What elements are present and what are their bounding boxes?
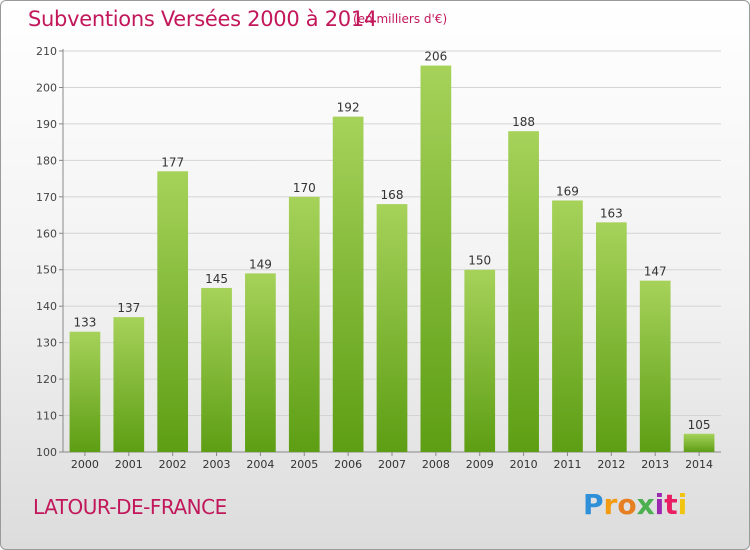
bar [201,287,232,452]
commune-name: LATOUR-DE-FRANCE [33,495,227,519]
logo-letter: r [603,488,618,521]
bar-value-label: 105 [688,418,711,432]
chart-title: Subventions Versées 2000 à 2014 [28,7,377,31]
x-tick-label: 2011 [553,458,581,471]
y-tick-label: 200 [36,81,57,94]
bar [683,433,715,452]
logo-letter: i [654,488,665,521]
bar-layer [69,65,715,453]
bar-value-label: 192 [337,101,360,115]
bar [420,65,452,452]
y-tick-label: 140 [36,300,57,313]
x-tick-label: 2008 [422,458,450,471]
bar [157,171,189,453]
bar-value-label: 147 [644,265,667,279]
y-tick-label: 150 [36,264,57,277]
y-tick-label: 180 [36,154,57,167]
bar-value-label: 188 [512,115,535,129]
bar-value-label: 206 [424,50,447,64]
bar-value-label: 169 [556,184,579,198]
y-tick-label: 160 [36,227,57,240]
bar [508,131,539,452]
y-tick-label: 110 [36,410,57,423]
bar-value-label: 149 [249,257,272,271]
bar [245,273,276,452]
x-tick-label: 2001 [115,458,143,471]
x-tick-label: 2006 [334,458,362,471]
y-tick-label: 170 [36,191,57,204]
y-tick-label: 100 [36,446,57,459]
bar-value-label: 150 [468,254,491,268]
y-tick-label: 130 [36,337,57,350]
logo-letter: i [677,488,688,521]
bar-value-label: 145 [205,272,228,286]
x-tick-label: 2010 [510,458,538,471]
bar [464,269,496,452]
logo-letter: o [617,488,637,521]
x-tick-label: 2014 [685,458,713,471]
bar-value-label: 137 [117,301,140,315]
bar [376,204,408,452]
x-tick-label: 2012 [597,458,625,471]
x-tick-label: 2013 [641,458,669,471]
label-layer: 133 137 177 145 149 170 192 168 206 150 188 169 163 1… [73,50,710,432]
logo-letter: P [583,488,604,521]
bar-value-label: 170 [293,181,316,195]
logo-letter: x [636,488,655,521]
x-tick-label: 2005 [290,458,318,471]
x-tick-label: 2004 [246,458,274,471]
bar-value-label: 163 [600,206,623,220]
bar [332,116,364,453]
x-tick-label: 2000 [71,458,99,471]
y-tick-label: 210 [36,45,57,58]
x-tick-label: 2009 [466,458,494,471]
y-tick-label: 190 [36,118,57,131]
bar [552,200,583,452]
bar [639,280,671,452]
proxiti-logo: Proxiti [583,488,687,521]
chart-unit: (en milliers d'€) [353,12,448,26]
x-tick-label: 2003 [203,458,231,471]
x-tick-label: 2007 [378,458,406,471]
bar [595,222,627,452]
bar-value-label: 133 [73,316,96,330]
y-tick-label: 120 [36,373,57,386]
bar-value-label: 168 [381,188,404,202]
bar [113,317,145,452]
x-tick-label: 2002 [159,458,187,471]
bar-value-label: 177 [161,155,184,169]
bar [69,331,101,452]
logo-letter: t [664,488,678,521]
bar [288,196,320,452]
